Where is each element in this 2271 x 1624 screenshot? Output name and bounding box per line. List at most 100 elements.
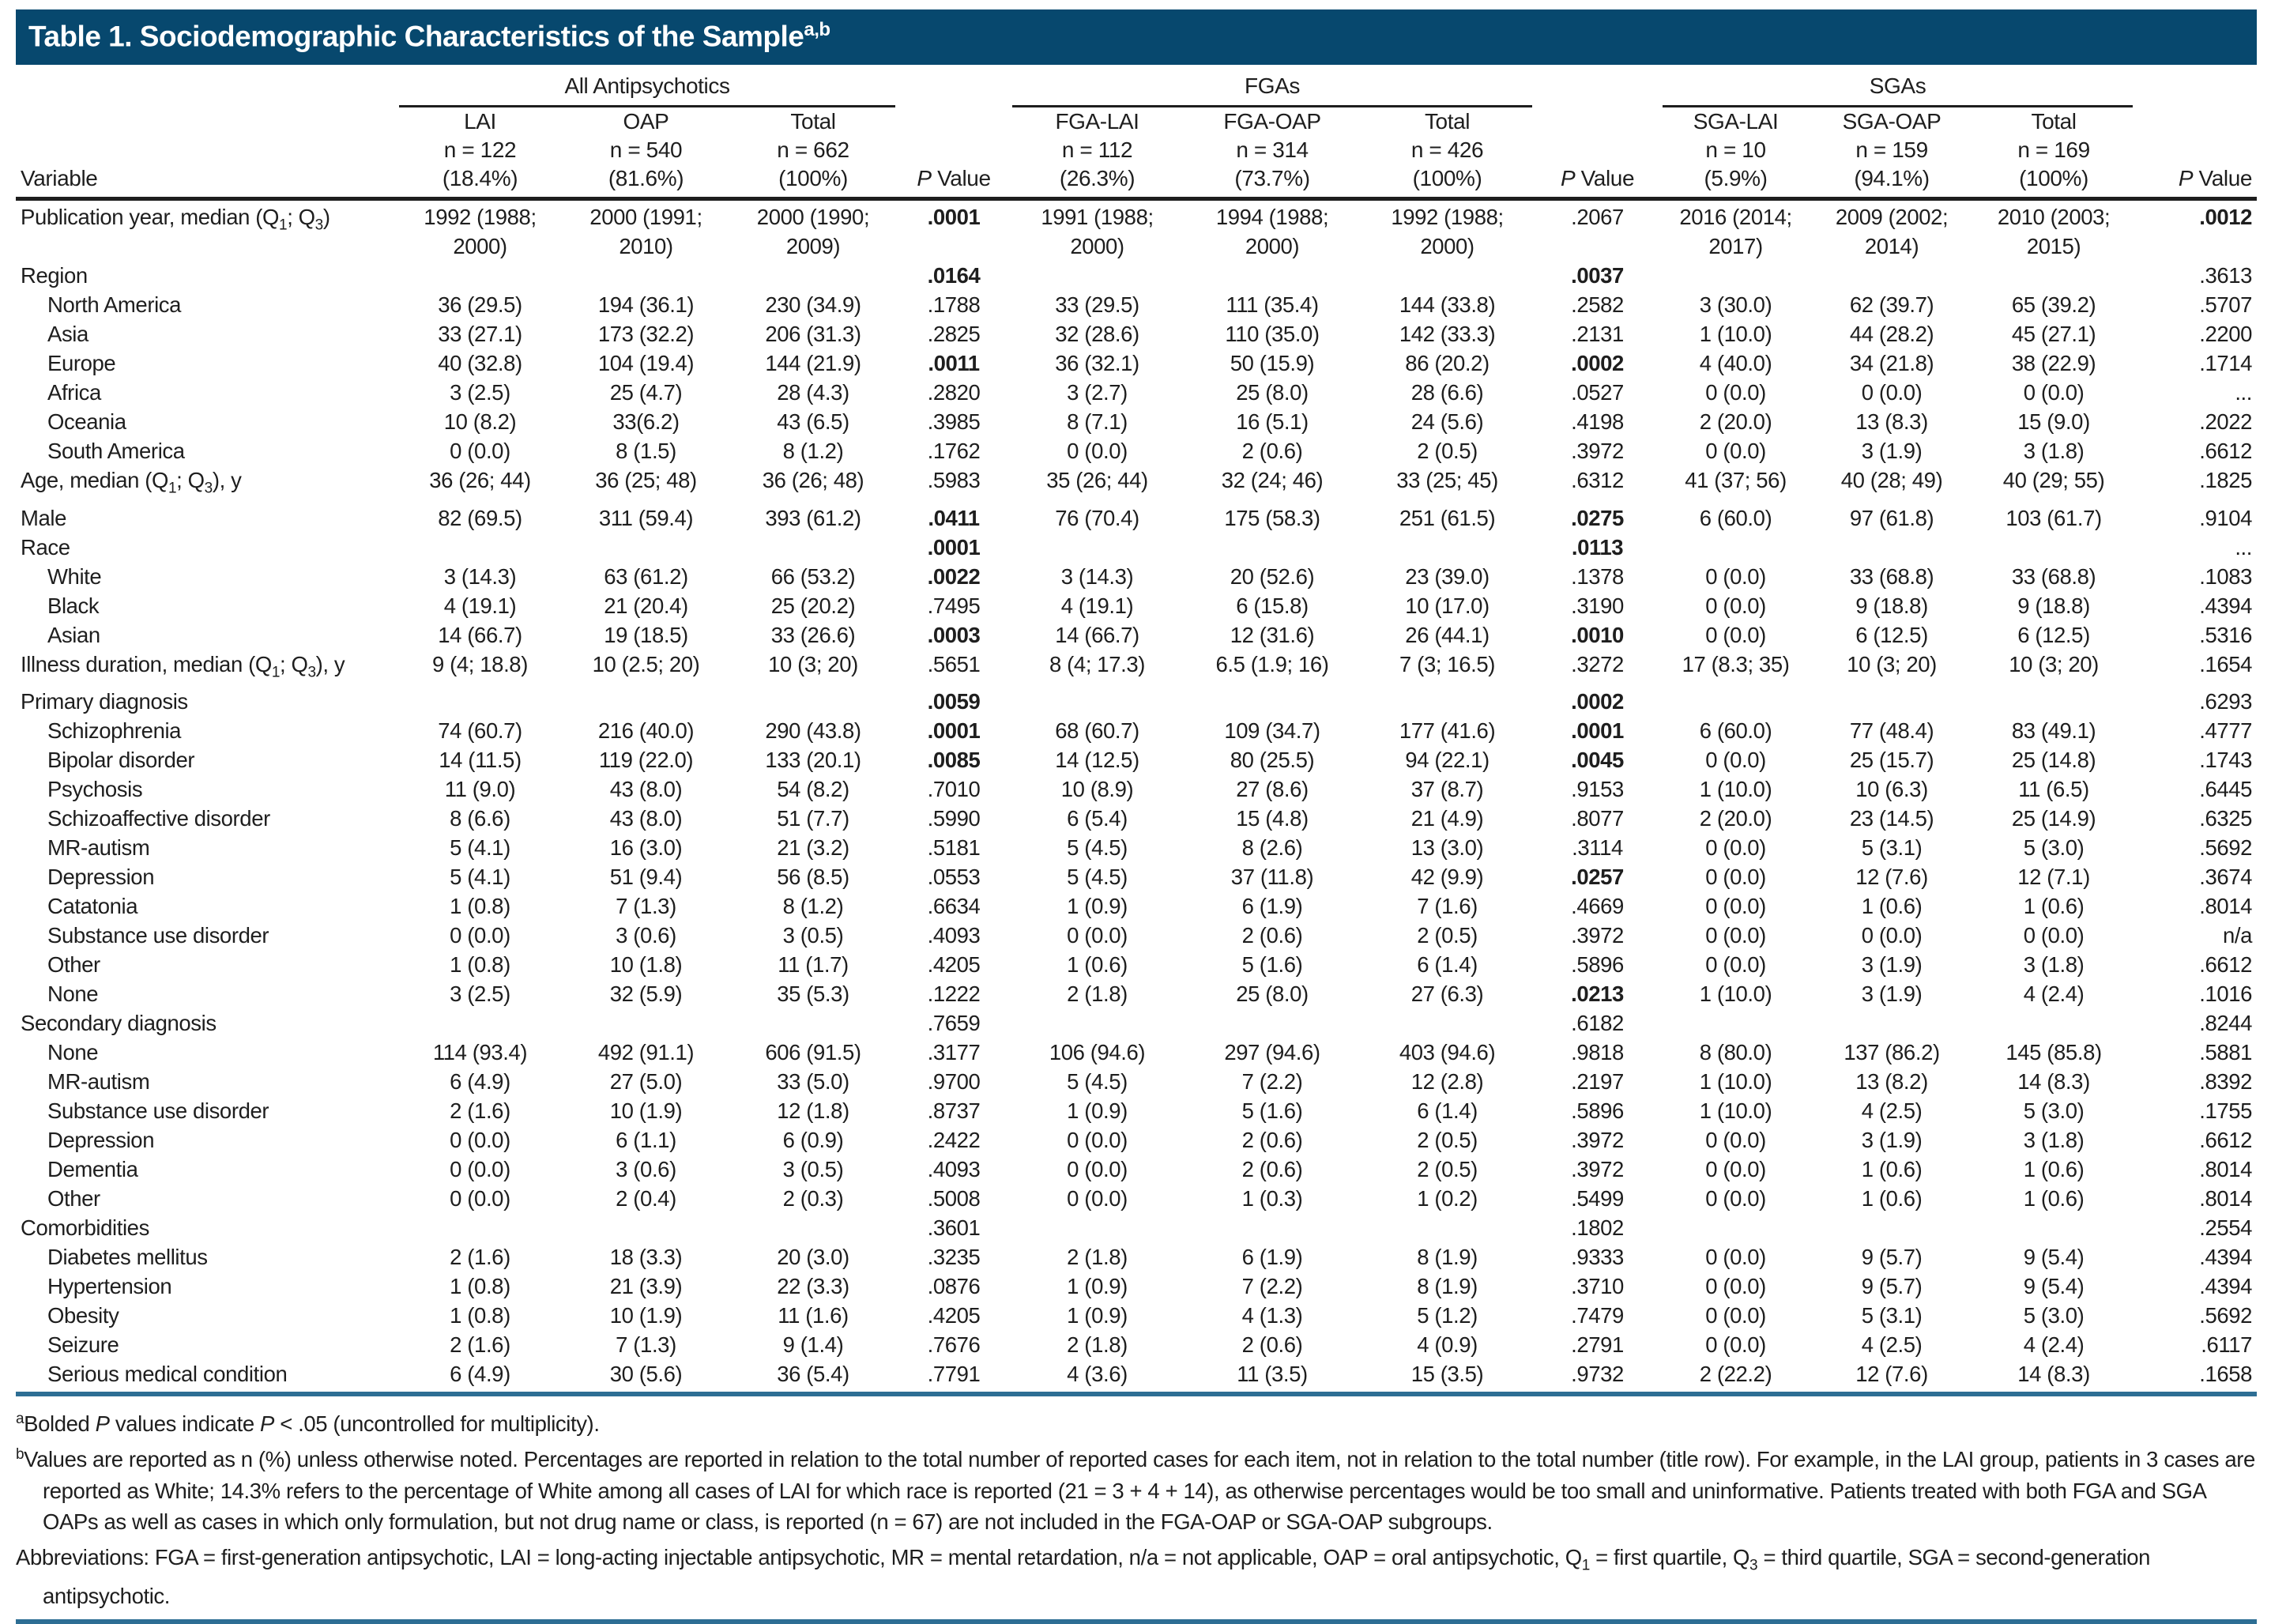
- cell: 33 (27.1): [438, 322, 522, 347]
- cell: 45 (27.1): [2011, 322, 2096, 347]
- column-name: SGA-LAI: [1693, 109, 1779, 134]
- cell: 63 (61.2): [604, 563, 688, 589]
- footnote-text: Abbreviations: FGA = first-generation an…: [16, 1544, 2151, 1609]
- cell: 1 (0.6): [2023, 1157, 2085, 1182]
- cell: 9 (5.4): [2023, 1274, 2085, 1299]
- cell: 5 (4.1): [450, 865, 510, 890]
- cell: 8 (7.1): [1067, 409, 1128, 435]
- cell: 290 (43.8): [765, 718, 861, 744]
- cell: .5983: [927, 468, 981, 493]
- cell: 26 (44.1): [1405, 622, 1490, 647]
- cell: .0527: [1571, 380, 1624, 405]
- group-header-row: Variable All Antipsychotics P Value FGAs…: [16, 68, 2258, 202]
- cell: 2 (0.6): [1241, 1157, 1303, 1182]
- cell: .1714: [2199, 351, 2253, 376]
- cell: 86 (20.2): [1405, 351, 1490, 376]
- cell: 2 (0.5): [1417, 1157, 1478, 1182]
- cell: .2422: [927, 1128, 981, 1153]
- cell: 36 (5.4): [731, 1359, 896, 1397]
- column-header-oap: OAP n = 540 (81.6%): [561, 106, 731, 202]
- cell: 0 (0.0): [1705, 1332, 1766, 1358]
- cell: 9 (5.4): [2023, 1245, 2085, 1270]
- cell: 3 (1.9): [1861, 982, 1923, 1007]
- cell: [1663, 533, 1809, 562]
- row-label: Schizoaffective disorder: [47, 806, 270, 831]
- cell: 4 (2.4): [2023, 982, 2085, 1007]
- cell: 7 (1.3): [616, 1332, 676, 1358]
- table-header: Variable All Antipsychotics P Value FGAs…: [16, 68, 2258, 202]
- row-label: Catatonia: [47, 894, 138, 919]
- cell: 403 (94.6): [1399, 1040, 1496, 1065]
- cell: 21 (3.2): [777, 835, 849, 861]
- cell: n/a: [2223, 923, 2253, 948]
- cell: 0 (0.0): [1705, 563, 1766, 589]
- cell: .2582: [1571, 292, 1624, 318]
- table-row: Male 82 (69.5) 311 (59.4) 393 (61.2) .0411 76…: [16, 503, 2257, 533]
- cell: 0 (0.0): [450, 1128, 510, 1153]
- cell: 66 (53.2): [770, 563, 856, 589]
- cell: 14 (12.5): [1055, 748, 1139, 773]
- row-label: Region: [21, 263, 88, 288]
- cell: .1658: [2133, 1359, 2258, 1397]
- cell: [561, 1008, 731, 1038]
- cell: .3235: [927, 1245, 981, 1270]
- cell: .6182: [1571, 1011, 1624, 1036]
- cell: .1762: [927, 439, 981, 464]
- column-n: n = 112: [1061, 138, 1133, 163]
- row-label: Substance use disorder: [47, 1098, 269, 1124]
- table-row: Asia 33 (27.1) 173 (32.2) 206 (31.3) .2825 32…: [16, 319, 2257, 349]
- cell: 4 (40.0): [1699, 351, 1772, 376]
- cell: [1809, 687, 1975, 716]
- cell: 16 (5.1): [1236, 409, 1309, 435]
- cell: 15 (4.8): [1236, 806, 1309, 831]
- cell: .7791: [895, 1359, 1013, 1397]
- cell: 111 (35.4): [1226, 292, 1319, 318]
- cell: .0275: [1571, 505, 1624, 530]
- cell: 33 (68.8): [2011, 563, 2096, 589]
- cell: [1975, 261, 2133, 290]
- cell: [1663, 687, 1809, 716]
- cell: .0085: [927, 748, 981, 773]
- cell: 34 (21.8): [1849, 351, 1934, 376]
- cell: 40 (32.8): [438, 351, 522, 376]
- cell: .3674: [2199, 865, 2253, 890]
- row-label: Comorbidities: [21, 1215, 149, 1241]
- cell: 1994 (1988; 2000): [1215, 205, 1329, 259]
- cell: 40 (29; 55): [2002, 468, 2105, 493]
- cell: .1802: [1571, 1215, 1624, 1241]
- cell: .1654: [2199, 651, 2253, 676]
- cell: 2 (1.8): [1067, 982, 1128, 1007]
- table-row: White 3 (14.3) 63 (61.2) 66 (53.2) .0022 3 (1…: [16, 562, 2257, 591]
- cell: 74 (60.7): [438, 718, 522, 744]
- column-name: Total: [2031, 109, 2077, 134]
- cell: 7 (3; 16.5): [1399, 651, 1495, 676]
- cell: 12 (1.8): [777, 1098, 849, 1124]
- table-row: None 114 (93.4) 492 (91.1) 606 (91.5) .3177 1…: [16, 1038, 2257, 1067]
- row-label: MR-autism: [47, 835, 150, 861]
- cell: .4777: [2199, 718, 2253, 744]
- cell: .3613: [2199, 263, 2253, 288]
- column-n: n = 540: [609, 138, 683, 163]
- cell: 0 (0.0): [1067, 1186, 1128, 1211]
- cell: .5692: [2199, 835, 2253, 861]
- cell: 43 (8.0): [609, 777, 683, 802]
- cell: 5 (3.1): [1861, 835, 1923, 861]
- cell: [1809, 1008, 1975, 1038]
- cell: 251 (61.5): [1399, 505, 1496, 530]
- cell: 14 (11.5): [439, 748, 522, 773]
- cell: .1788: [927, 292, 981, 318]
- cell: 68 (60.7): [1055, 718, 1139, 744]
- cell: 36 (26; 48): [762, 468, 864, 493]
- cell: [1362, 687, 1532, 716]
- column-pct: (81.6%): [608, 166, 684, 191]
- table-row: None 3 (2.5) 32 (5.9) 35 (5.3) .1222 2 (1.8) 2…: [16, 979, 2257, 1008]
- footnote-text: Bolded P values indicate P < .05 (uncont…: [24, 1411, 600, 1437]
- table-row: Substance use disorder 2 (1.6) 10 (1.9) 12 …: [16, 1096, 2257, 1125]
- cell: 216 (40.0): [597, 718, 695, 744]
- cell: 492 (91.1): [597, 1040, 695, 1065]
- cell: .6325: [2199, 806, 2253, 831]
- cell: 3 (2.5): [450, 982, 510, 1007]
- cell: .2820: [927, 380, 981, 405]
- cell: 6 (60.0): [1699, 718, 1772, 744]
- cell: 1 (0.9): [1067, 1098, 1128, 1124]
